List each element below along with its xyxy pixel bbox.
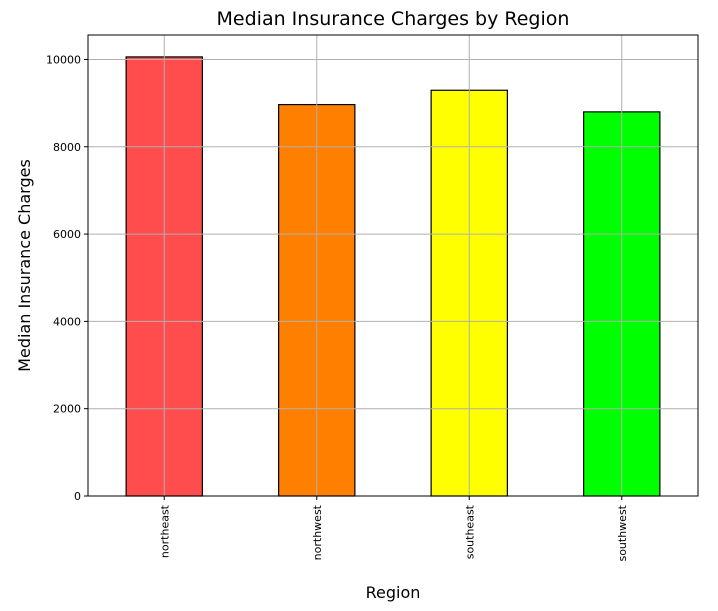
y-axis-label: Median Insurance Charges [15,159,34,372]
bars [125,56,661,497]
x-axis-ticks: northeast northwest southeast southwest [158,496,629,562]
y-tick-label: 2000 [53,403,81,416]
y-tick-label: 10000 [46,53,81,66]
x-tick-label: northeast [158,504,171,558]
x-axis-label: Region [366,583,421,602]
plot-frame [87,34,699,497]
y-tick-label: 6000 [53,228,81,241]
y-axis-ticks: 0 2000 4000 6000 8000 10000 [46,53,88,503]
x-tick-label: southeast [463,504,476,559]
x-tick-label: southwest [616,504,629,561]
y-tick-label: 4000 [53,315,81,328]
x-tick-label: northwest [311,504,324,560]
y-tick-label: 8000 [53,141,81,154]
y-tick-label: 0 [74,490,81,503]
chart-title: Median Insurance Charges by Region [217,8,570,30]
